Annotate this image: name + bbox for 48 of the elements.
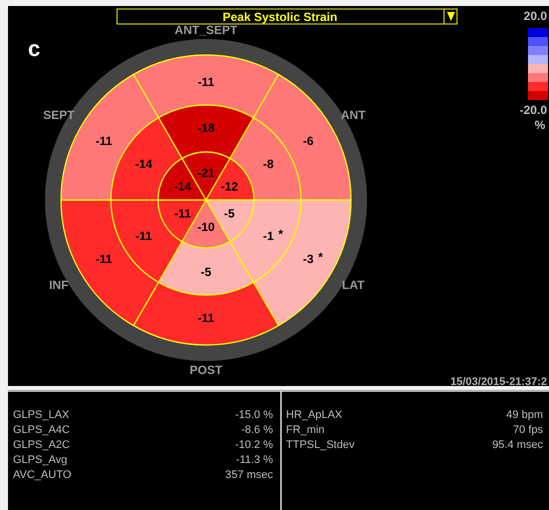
text: -15.0 % [235, 409, 274, 421]
text: HR_ApLAX [286, 409, 343, 421]
text: 15/03/2015-21:37:2 [450, 376, 547, 388]
data-label: -8 [263, 157, 274, 171]
data-label: -6 [302, 134, 314, 148]
text: 20.0 [524, 9, 548, 23]
data-label: -11 [95, 134, 112, 148]
data-label: -18 [197, 121, 215, 135]
text: -11.3 % [236, 454, 274, 466]
text: Peak Systolic Strain [222, 10, 338, 24]
text: -10.2 % [235, 439, 274, 451]
text: 357 msec [225, 469, 274, 481]
text: c [28, 36, 40, 61]
data-label: -12 [220, 180, 238, 194]
category-label: ANT [340, 108, 366, 122]
category-label: ANT_SEPT [174, 23, 238, 37]
text: TTPSL_Stdev [286, 439, 355, 451]
text: % [534, 118, 546, 132]
text: * [318, 250, 323, 264]
text: GLPS_A4C [13, 424, 70, 436]
data-label: -11 [174, 206, 192, 220]
category-label: POST [190, 363, 224, 377]
data-label: -14 [174, 180, 192, 194]
text: * [278, 227, 284, 241]
data-label: -11 [95, 252, 112, 266]
data-label: -11 [198, 311, 215, 325]
data-label: -11 [135, 229, 152, 243]
text: GLPS_Avg [13, 454, 68, 466]
text: FR_min [286, 424, 325, 436]
text: -8.6 % [241, 424, 274, 436]
data-label: -5 [200, 265, 212, 279]
text: GLPS_A2C [13, 439, 70, 451]
data-label: -3 [302, 252, 314, 266]
data-label: -5 [224, 206, 236, 220]
text: 70 fps [513, 424, 544, 436]
text: GLPS_LAX [13, 409, 70, 421]
text: -20.0 [520, 103, 548, 117]
data-label: -1 [263, 229, 274, 243]
text: 95.4 msec [492, 439, 544, 451]
data-label: -10 [197, 220, 215, 234]
category-label: LAT [342, 278, 366, 292]
category-label: SEPT [43, 108, 76, 122]
data-label: -14 [134, 157, 153, 171]
data-label: -11 [198, 75, 215, 89]
category-label: INF [49, 278, 68, 292]
data-label: -21 [197, 166, 215, 180]
text: AVC_AUTO [13, 469, 72, 481]
text: 49 bpm [506, 409, 543, 421]
